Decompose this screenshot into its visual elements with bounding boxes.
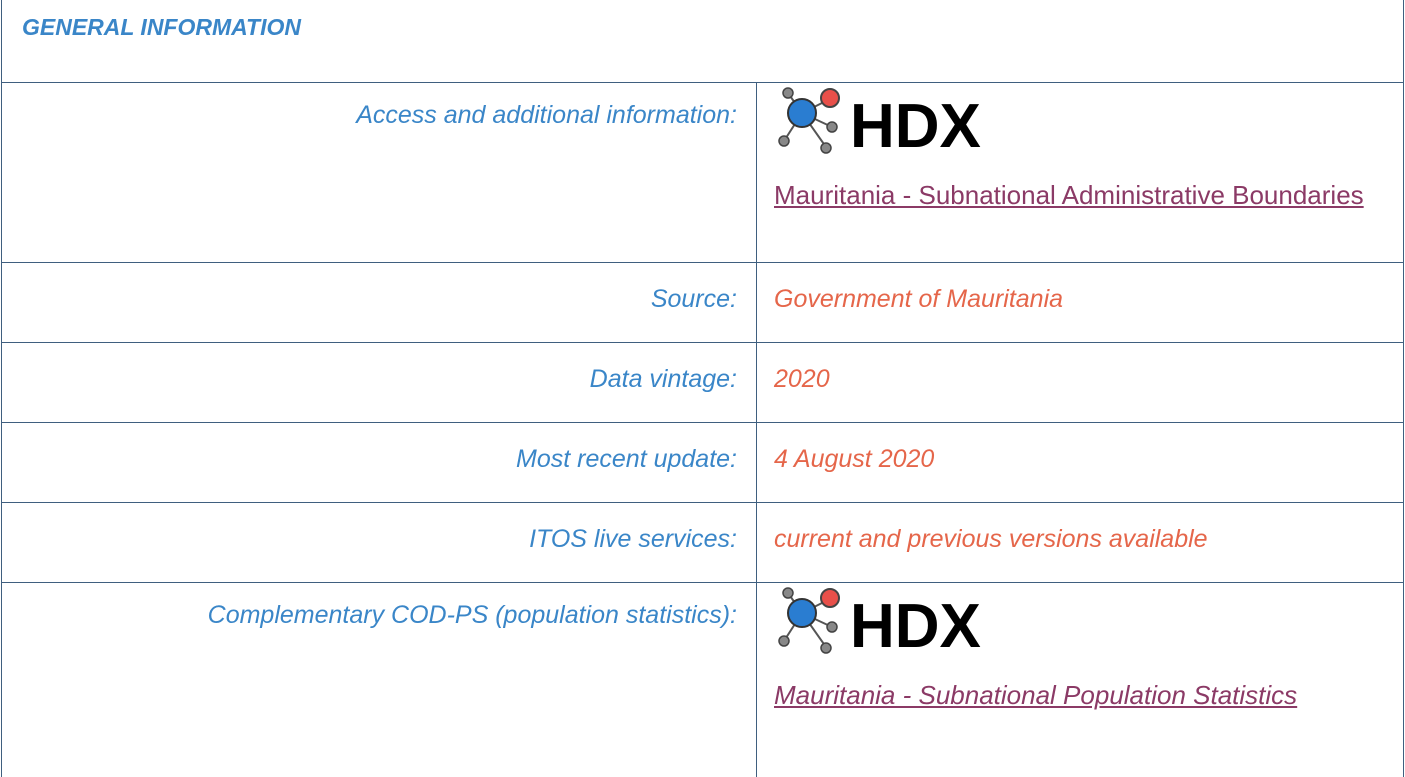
row: ITOS live services: current and previous…	[1, 503, 1404, 583]
label: Access and additional information:	[356, 101, 737, 129]
label: Source:	[650, 285, 737, 313]
row: Complementary COD-PS (population statist…	[1, 583, 1404, 777]
hdx-logo: HDX	[778, 87, 981, 161]
separator	[756, 263, 757, 342]
row: Source: Government of Mauritania	[1, 263, 1404, 343]
value: Government of Mauritania	[774, 285, 1064, 313]
hdx-logo: HDX	[778, 587, 981, 661]
link[interactable]: Mauritania - Subnational Population Stat…	[774, 680, 1298, 710]
separator	[756, 503, 757, 582]
row: Most recent update: 4 August 2020	[1, 423, 1404, 503]
separator	[756, 583, 757, 777]
label: Complementary COD-PS (population statist…	[207, 601, 737, 629]
logo-text: HDX	[850, 92, 981, 161]
separator	[756, 83, 757, 262]
value: 4 August 2020	[774, 445, 935, 473]
separator	[756, 343, 757, 422]
value: current and previous versions available	[774, 525, 1208, 553]
row: Access and additional information: HDX M…	[1, 83, 1404, 263]
link[interactable]: Mauritania - Subnational Administrative …	[774, 180, 1364, 210]
header-title: GENERAL INFORMATION	[22, 14, 301, 40]
label: Most recent update:	[516, 445, 737, 473]
separator	[756, 423, 757, 502]
logo-text: HDX	[850, 592, 981, 661]
row: Data vintage: 2020	[1, 343, 1404, 423]
label: Data vintage:	[589, 365, 737, 393]
header: GENERAL INFORMATION	[1, 0, 1404, 83]
value: 2020	[774, 365, 830, 393]
label: ITOS live services:	[529, 525, 737, 553]
